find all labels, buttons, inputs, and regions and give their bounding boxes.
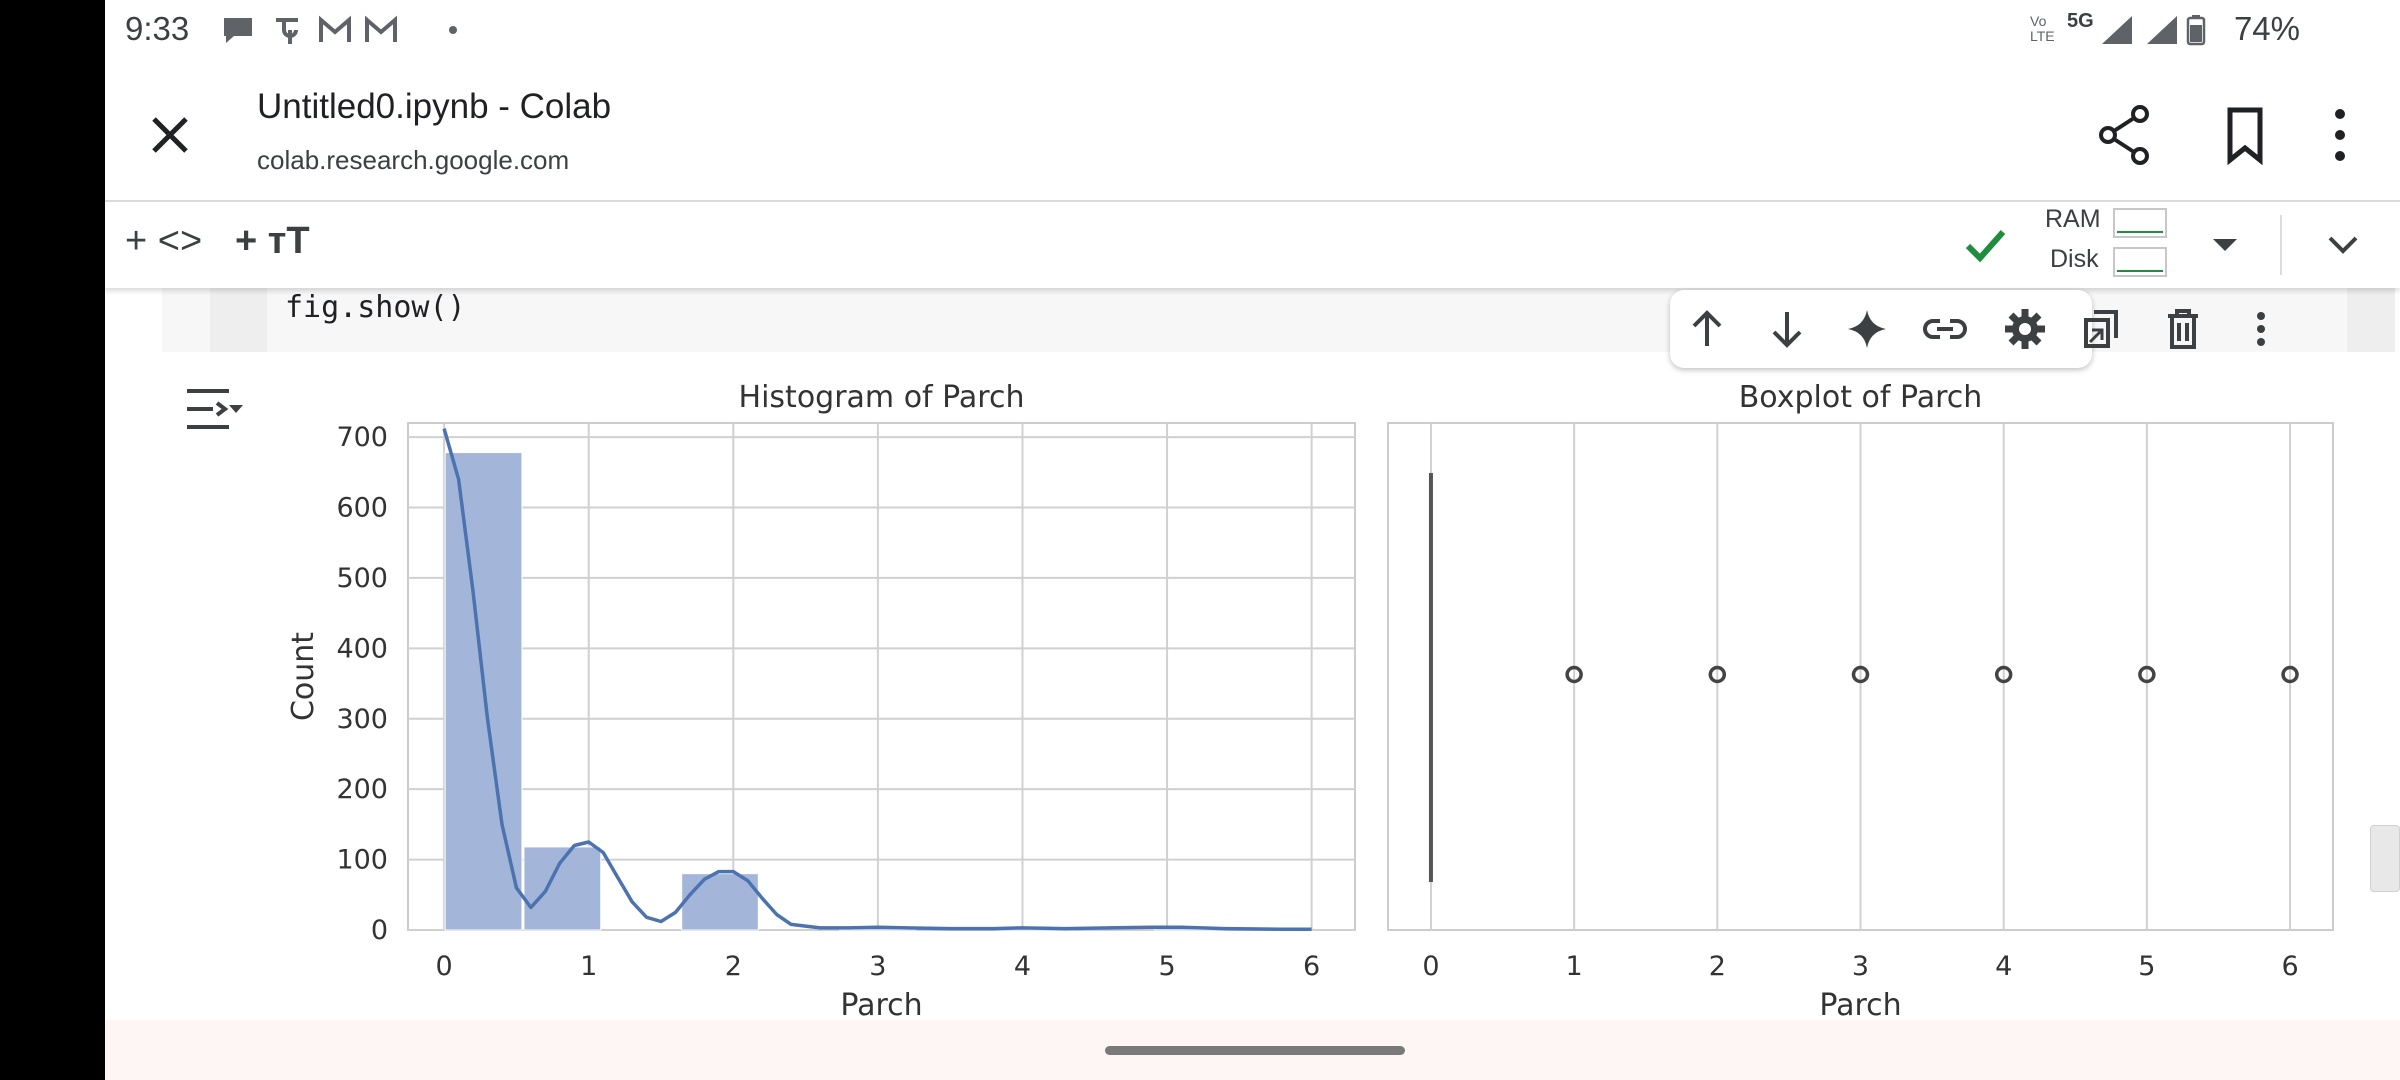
network-type: 5G: [2067, 10, 2094, 32]
y-tick-label: 700: [336, 422, 388, 453]
y-tick-label: 100: [336, 845, 388, 876]
check-icon[interactable]: [1960, 220, 2010, 270]
histogram-chart: 0 1 2 3 4 5 6 0 100 200 300 400 500 600 700 Histogram o…: [286, 380, 1356, 1023]
outlier-point: [2281, 665, 2299, 684]
x-tick-label: 4: [1995, 951, 2012, 982]
close-icon[interactable]: [140, 105, 200, 165]
signal-icon: [2147, 16, 2177, 44]
x-tick-label: 1: [1566, 951, 1583, 982]
bookmark-icon[interactable]: [2210, 100, 2280, 170]
page-url: colab.research.google.com: [257, 145, 570, 175]
phonepe-icon: [276, 18, 298, 44]
chart-title: Boxplot of Parch: [1739, 380, 1983, 415]
histogram-bar: [681, 873, 759, 931]
gmail-icon: [365, 15, 397, 42]
battery-icon: [2186, 15, 2206, 46]
disk-label: Disk: [2050, 245, 2099, 273]
scrollbar-thumb[interactable]: [2370, 825, 2400, 892]
signal-icon: [2102, 16, 2132, 44]
x-tick-label: 5: [1158, 951, 1175, 982]
x-tick-label: 0: [1422, 951, 1439, 982]
colab-toolbar: + <> + ᴛT: [105, 202, 2400, 288]
chevron-down-icon[interactable]: [2320, 222, 2366, 268]
x-tick-label: 1: [580, 951, 597, 982]
cell-toolbar: [1670, 290, 2265, 368]
x-axis-label: Parch: [840, 988, 922, 1023]
home-gesture-pill[interactable]: [1105, 1046, 1405, 1055]
ram-usage-bar[interactable]: [2113, 208, 2167, 238]
mirror-cell-icon[interactable]: [2078, 304, 2128, 354]
y-tick-label: 300: [336, 704, 388, 735]
x-tick-label: 5: [2138, 951, 2155, 982]
outlier-point: [1851, 665, 1870, 684]
add-text-cell-button[interactable]: + ᴛT: [235, 220, 310, 262]
page-title: Untitled0.ipynb - Colab: [257, 87, 612, 126]
y-tick-label: 400: [336, 633, 388, 664]
more-notifications-dot: [449, 26, 457, 34]
battery-percent: 74%: [2233, 10, 2300, 47]
custom-tab-header: Untitled0.ipynb - Colab colab.research.g…: [105, 60, 2400, 202]
more-vert-icon[interactable]: [2236, 304, 2286, 354]
sparkle-icon[interactable]: [1842, 304, 1892, 354]
status-bar: 9:33 Vo LTE 5G 74%: [105, 0, 2400, 60]
y-axis-label: Count: [286, 632, 321, 721]
share-icon[interactable]: [2090, 100, 2160, 170]
x-tick-label: 2: [725, 951, 742, 982]
x-axis-label: Parch: [1819, 988, 1901, 1023]
boxplot-chart: 0 1 2 3 4 5 6 Boxplot of Parch Parch: [1387, 380, 2334, 1023]
volte-label: Vo LTE: [2030, 13, 2055, 44]
gmail-icon: [319, 15, 351, 42]
outlier-point: [1994, 665, 2013, 684]
kde-line: [442, 428, 1312, 932]
chat-bubble-icon: [224, 18, 252, 43]
x-tick-label: 3: [869, 951, 886, 982]
outlier-point: [1708, 665, 1727, 684]
y-tick-label: 200: [336, 774, 388, 805]
x-tick-label: 6: [1303, 951, 1320, 982]
x-tick-label: 0: [436, 951, 453, 982]
outlier-point: [1565, 665, 1583, 684]
y-tick-label: 600: [336, 493, 388, 524]
x-tick-label: 3: [1852, 951, 1869, 982]
more-vert-icon[interactable]: [2305, 100, 2375, 170]
clock: 9:33: [125, 10, 190, 47]
screen: 9:33 Vo LTE 5G 74%: [105, 0, 2400, 1080]
y-tick-label: 0: [371, 915, 388, 946]
ram-label: RAM: [2045, 205, 2101, 233]
x-tick-label: 4: [1014, 951, 1031, 982]
move-up-icon[interactable]: [1682, 304, 1732, 354]
delete-icon[interactable]: [2158, 304, 2208, 354]
output-actions-icon[interactable]: [183, 385, 245, 435]
add-code-cell-button[interactable]: + <>: [125, 220, 203, 262]
chart-title: Histogram of Parch: [739, 380, 1025, 415]
disk-usage-bar[interactable]: [2113, 247, 2167, 277]
code-line[interactable]: fig.show(): [285, 290, 466, 325]
dropdown-triangle-icon[interactable]: [2205, 225, 2245, 265]
outlier-point: [2138, 665, 2156, 684]
move-down-icon[interactable]: [1762, 304, 1812, 354]
link-icon[interactable]: [1920, 304, 1970, 354]
x-tick-label: 2: [1709, 951, 1726, 982]
y-tick-label: 500: [336, 563, 388, 594]
figure-output: 0 1 2 3 4 5 6 0 100 200 300 400 500 600 700 Histogram o…: [286, 380, 2334, 1023]
settings-gear-icon[interactable]: [2000, 304, 2050, 354]
toolbar-divider: [2280, 215, 2282, 275]
x-tick-label: 6: [2281, 951, 2298, 982]
